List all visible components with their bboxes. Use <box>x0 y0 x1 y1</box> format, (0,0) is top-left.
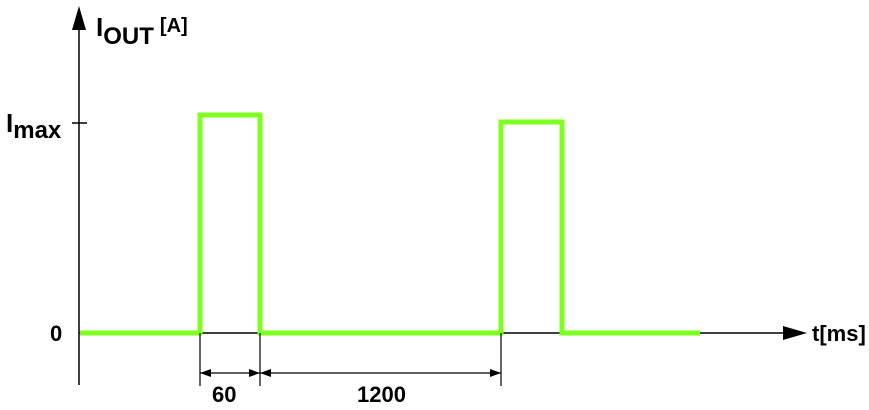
zero-label: 0 <box>50 321 62 346</box>
y-axis-subscript: OUT <box>103 23 154 50</box>
x-axis-arrowhead <box>783 326 807 340</box>
y-axis-unit: [A] <box>160 15 188 37</box>
pause-label: 1200 <box>357 382 406 407</box>
imax-label: Imax <box>6 108 62 144</box>
y-axis-title: IOUT [A] <box>96 12 188 50</box>
imax-symbol: I <box>6 108 13 138</box>
y-axis-arrowhead <box>72 6 86 30</box>
dim-arrow-pulse-right <box>249 369 260 377</box>
current-signal <box>80 112 700 336</box>
imax-subscript: max <box>13 117 62 144</box>
y-axis-symbol: I <box>96 12 103 42</box>
x-axis-label: t[ms] <box>812 321 866 346</box>
pulse-width-label: 60 <box>212 382 236 407</box>
dim-arrow-pulse-left <box>200 369 211 377</box>
dim-arrow-pause-left <box>260 369 271 377</box>
dim-arrow-pause-right <box>490 369 501 377</box>
